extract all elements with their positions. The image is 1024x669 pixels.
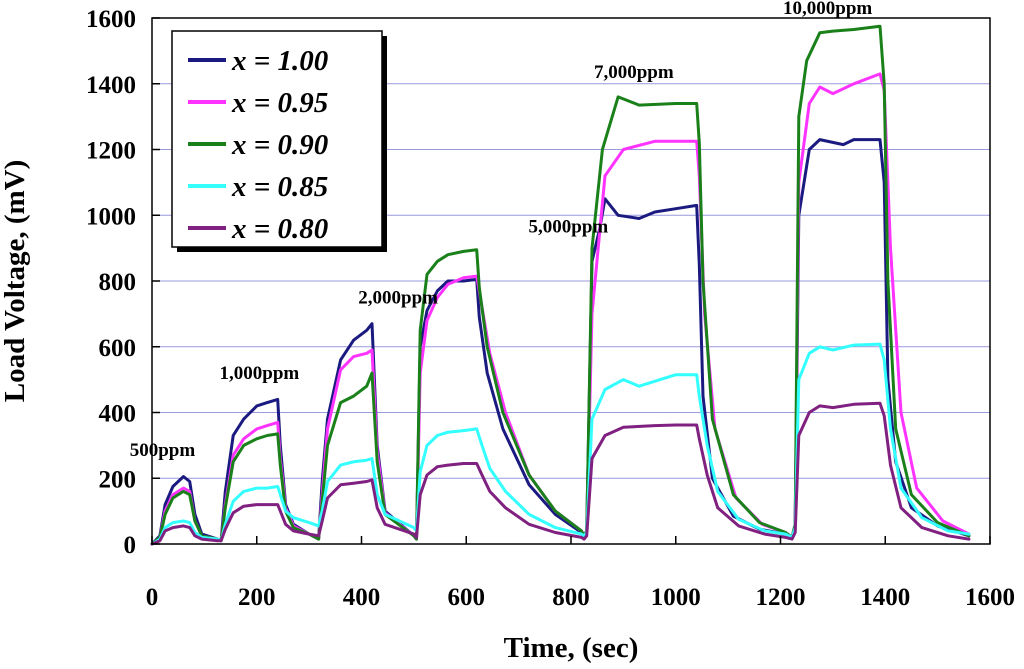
- y-tick-label: 1600: [86, 6, 136, 33]
- legend-label: x = 0.85: [231, 171, 328, 203]
- axis-ticks: [151, 17, 991, 545]
- legend-shadow-bottom: [177, 247, 387, 252]
- series-lines: [150, 24, 971, 546]
- legend-label: x = 0.90: [231, 129, 328, 161]
- x-tick-label: 0: [146, 584, 159, 611]
- concentration-label: 5,000ppm: [529, 217, 609, 238]
- x-tick-label: 1000: [651, 584, 701, 611]
- y-tick-label: 600: [99, 335, 137, 362]
- legend-label: x = 1.00: [231, 45, 328, 77]
- series-line-3: [150, 24, 971, 546]
- legend-shadow-right: [382, 36, 387, 252]
- concentration-label: 7,000ppm: [594, 62, 674, 83]
- y-tick-label: 0: [124, 532, 137, 559]
- x-tick-label: 800: [552, 584, 590, 611]
- x-tick-label: 1400: [860, 584, 910, 611]
- legend-frame: [171, 30, 383, 248]
- y-tick-label: 1400: [86, 72, 136, 99]
- concentration-annotations: 500ppm 1,000ppm 2,000ppm 5,000ppm 7,000ppm 10…: [130, 0, 873, 461]
- y-tick-label: 1000: [86, 203, 136, 230]
- x-tick-label: 1200: [756, 584, 806, 611]
- gridlines: [152, 83, 990, 479]
- y-axis-title: Load Voltage, (mV): [0, 160, 31, 402]
- x-tick-label: 600: [448, 584, 486, 611]
- concentration-label: 2,000ppm: [358, 287, 438, 308]
- series-line-5: [150, 401, 971, 546]
- y-tick-label: 200: [99, 466, 137, 493]
- tick-labels: 0 200 400 600 800 1000 1200 1400 1600 0 200 400 600 8…: [86, 6, 1015, 611]
- y-tick-label: 400: [99, 401, 137, 428]
- x-tick-label: 1600: [965, 584, 1015, 611]
- concentration-label: 1,000ppm: [220, 363, 300, 384]
- y-tick-label: 800: [99, 269, 137, 296]
- concentration-label: 10,000ppm: [783, 0, 872, 19]
- legend-label: x = 0.80: [231, 213, 328, 245]
- x-axis-title: Time, (sec): [504, 632, 639, 664]
- concentration-label: 500ppm: [130, 440, 196, 461]
- legend: x = 1.00 x = 0.95 x = 0.90 x = 0.85 x = 0.80: [171, 30, 387, 252]
- y-tick-label: 1200: [86, 138, 136, 165]
- legend-label: x = 0.95: [231, 87, 328, 119]
- x-tick-label: 200: [238, 584, 276, 611]
- x-tick-label: 400: [343, 584, 381, 611]
